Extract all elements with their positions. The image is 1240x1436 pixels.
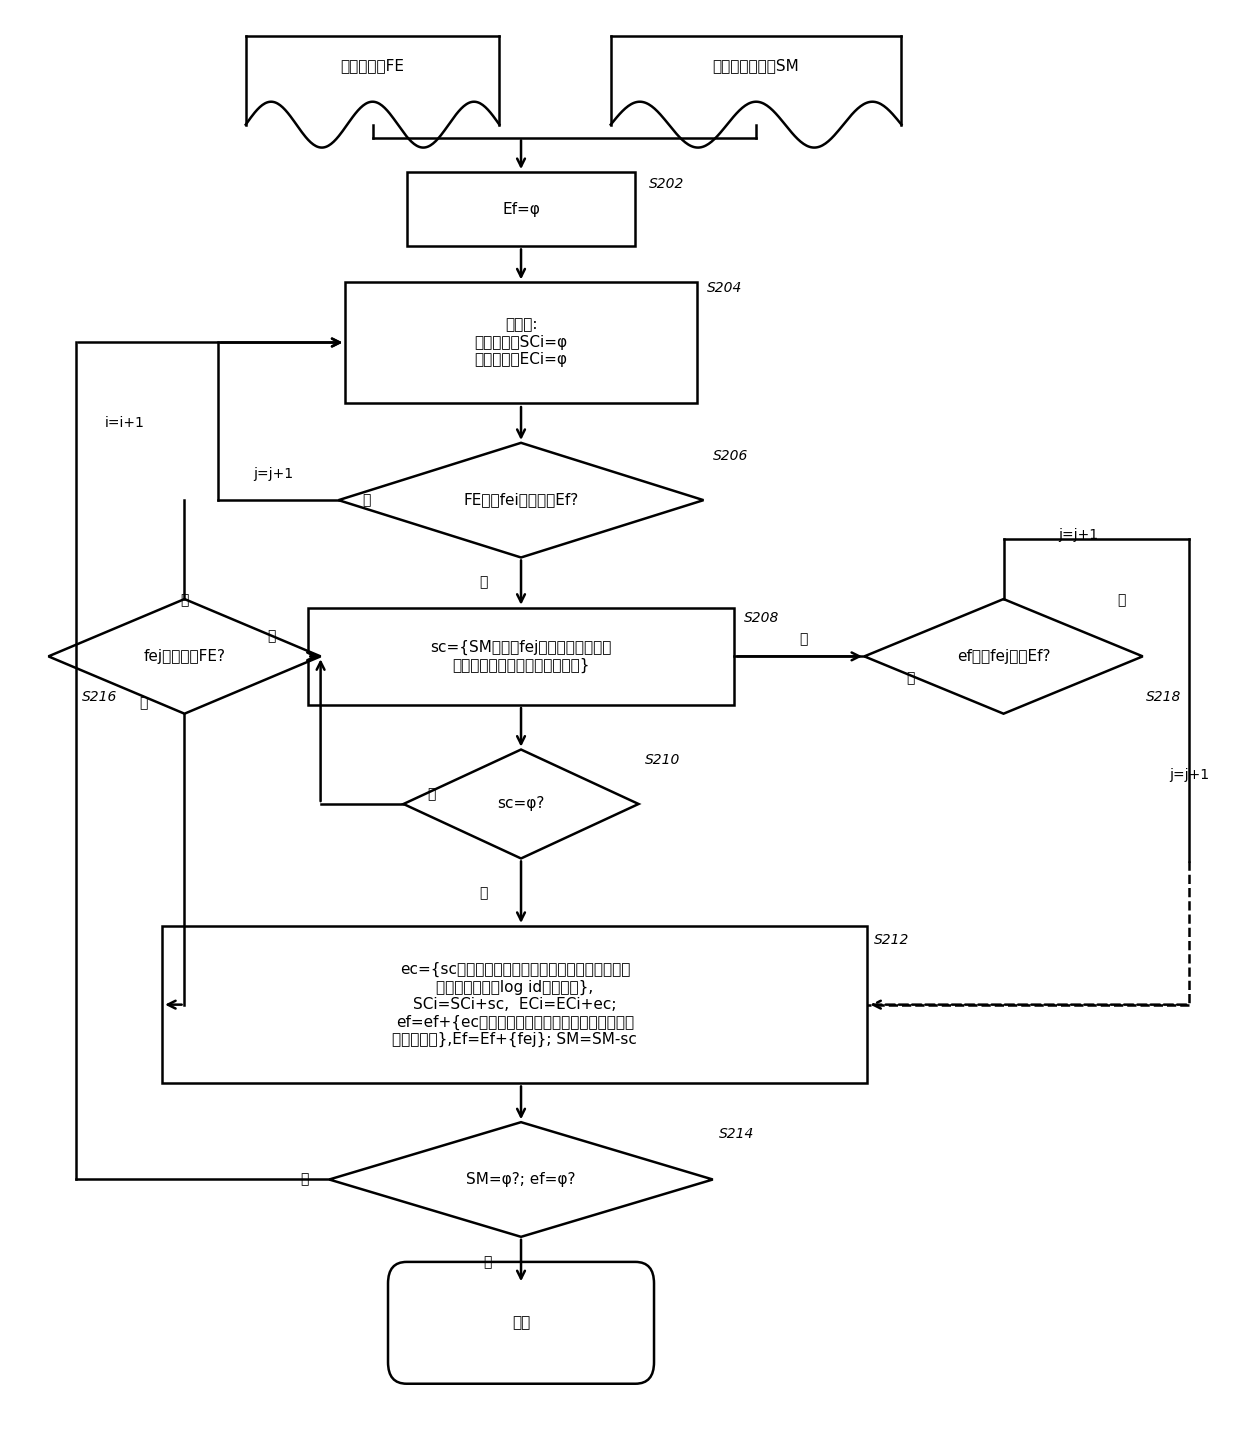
Text: S218: S218 [1146, 689, 1182, 704]
Text: Ef=φ: Ef=φ [502, 201, 539, 217]
Text: S206: S206 [713, 449, 748, 462]
Text: 是: 是 [1117, 593, 1125, 607]
FancyBboxPatch shape [407, 172, 635, 247]
Text: sc=φ?: sc=φ? [497, 797, 544, 811]
FancyBboxPatch shape [345, 281, 697, 404]
Polygon shape [339, 442, 703, 557]
Text: 否: 否 [480, 886, 489, 900]
Text: j=j+1: j=j+1 [1169, 768, 1209, 783]
Text: S212: S212 [874, 933, 909, 948]
Text: 是: 是 [362, 493, 371, 507]
Text: 是: 是 [428, 787, 436, 801]
Text: i=i+1: i=i+1 [105, 416, 145, 429]
Polygon shape [864, 599, 1143, 714]
Text: S214: S214 [719, 1127, 754, 1140]
Text: sc={SM中包含fej且支持度计数大于
阈值的第一事件序列模式的集合}: sc={SM中包含fej且支持度计数大于 阈值的第一事件序列模式的集合} [430, 640, 611, 673]
Text: S208: S208 [744, 610, 779, 625]
Text: S204: S204 [707, 281, 742, 296]
Text: FE中的fei是否属于Ef?: FE中的fei是否属于Ef? [464, 493, 579, 508]
Text: 事件序列模式库SM: 事件序列模式库SM [713, 57, 800, 73]
Text: S210: S210 [645, 752, 680, 767]
Text: 初始化:
事件序列簇SCi=φ
事件聚类集ECi=φ: 初始化: 事件序列簇SCi=φ 事件聚类集ECi=φ [475, 317, 568, 368]
Text: 否: 否 [139, 696, 148, 711]
FancyBboxPatch shape [308, 607, 734, 705]
Text: 否: 否 [300, 1173, 309, 1186]
Polygon shape [330, 1122, 713, 1236]
Text: fej是否属于FE?: fej是否属于FE? [144, 649, 226, 663]
FancyBboxPatch shape [162, 926, 868, 1084]
Text: j=j+1: j=j+1 [1058, 527, 1097, 541]
Text: 否: 否 [906, 671, 915, 685]
Text: 是: 是 [267, 629, 275, 643]
Polygon shape [48, 599, 321, 714]
Text: 否: 否 [480, 574, 489, 589]
FancyBboxPatch shape [388, 1262, 653, 1384]
Text: S216: S216 [82, 689, 118, 704]
Text: j=j+1: j=j+1 [253, 467, 294, 481]
Polygon shape [403, 750, 639, 859]
Text: 否: 否 [799, 632, 807, 646]
Text: SM=φ?; ef=φ?: SM=φ?; ef=φ? [466, 1172, 575, 1188]
Text: 结束: 结束 [512, 1315, 531, 1330]
Text: ec={sc包含的第一事件序列模式里所包含的所有事
件的事件标识（log id）的集合},
SCi=SCi+sc,  ECi=ECi+ec;
ef=ef+{ec: ec={sc包含的第一事件序列模式里所包含的所有事 件的事件标识（log id）… [392, 962, 637, 1047]
Text: ef中的fej属于Ef?: ef中的fej属于Ef? [957, 649, 1050, 663]
Text: S202: S202 [649, 177, 683, 191]
Text: 失效事件集FE: 失效事件集FE [341, 57, 404, 73]
Text: 是: 是 [180, 593, 188, 607]
Text: 是: 是 [484, 1255, 492, 1269]
